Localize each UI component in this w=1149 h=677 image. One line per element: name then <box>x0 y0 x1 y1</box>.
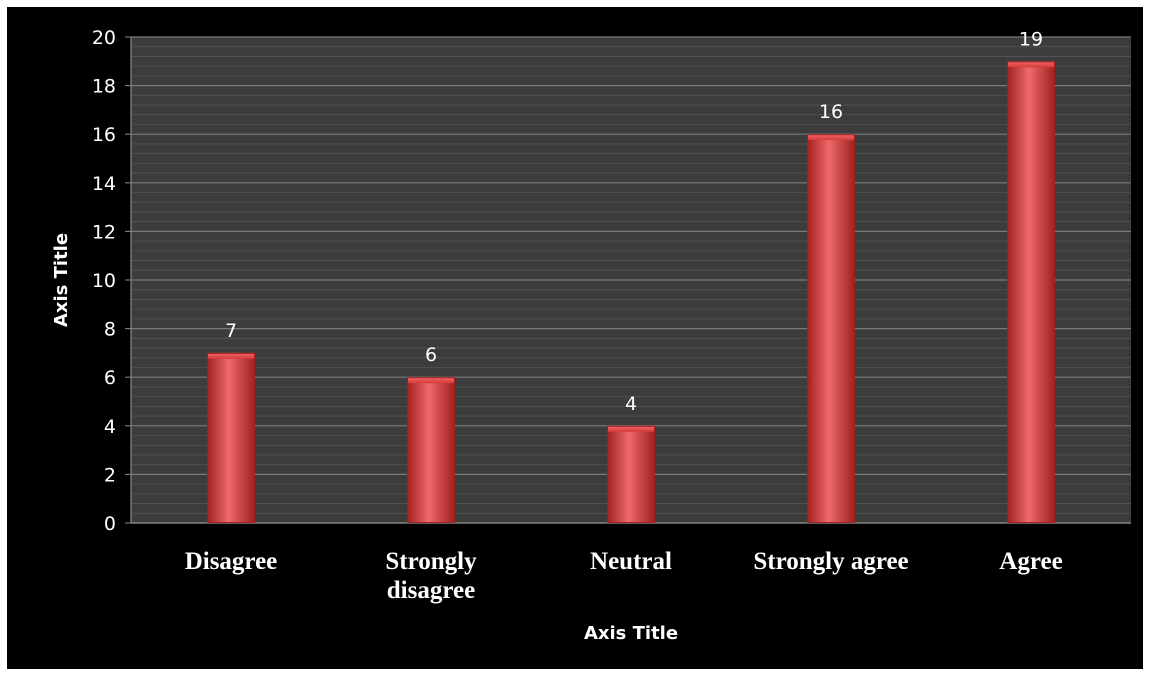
bar <box>607 425 655 523</box>
data-label: 6 <box>425 344 437 366</box>
y-tick-label: 6 <box>104 367 116 389</box>
data-label: 4 <box>625 393 637 415</box>
bar-cap <box>1007 61 1055 68</box>
bar-edge <box>407 377 455 524</box>
bar-body <box>807 134 855 523</box>
y-tick-label: 4 <box>104 416 116 438</box>
bars <box>207 61 1055 524</box>
y-tick-label: 8 <box>104 319 116 341</box>
y-tick-label: 18 <box>92 76 116 98</box>
data-label: 19 <box>1019 28 1043 50</box>
y-tick-label: 12 <box>92 221 116 243</box>
bar-cap <box>607 425 655 432</box>
labels: 0 2 4 6 8 10 12 14 16 18 20 7 Disagree 6 Strongly disag… <box>92 27 1063 604</box>
category-label: Strongly agree <box>753 548 908 575</box>
bar-edge <box>1007 61 1055 524</box>
y-tick-label: 0 <box>104 513 116 535</box>
bar <box>1007 61 1055 524</box>
chart-container: 0 2 4 6 8 10 12 14 16 18 20 7 Disagree 6 Strongly disag… <box>7 7 1143 669</box>
category-label: Neutral <box>590 548 672 575</box>
category-label: Strongly disagree <box>385 548 477 604</box>
bar-cap <box>407 377 455 384</box>
bar-chart: 0 2 4 6 8 10 12 14 16 18 20 7 Disagree 6 Strongly disag… <box>51 27 1131 644</box>
y-tick-label: 14 <box>92 173 116 195</box>
x-axis-title: Axis Title <box>584 623 678 644</box>
bar-edge <box>207 352 255 523</box>
bar-body <box>407 377 455 523</box>
bar-cap <box>207 352 255 359</box>
category-label: Disagree <box>185 548 278 575</box>
y-tick-label: 16 <box>92 124 116 146</box>
bar <box>207 352 255 523</box>
bar <box>407 377 455 524</box>
bar-edge <box>607 425 655 523</box>
bar-body <box>1007 61 1055 524</box>
category-label: Agree <box>999 548 1062 575</box>
y-tick-label: 10 <box>92 270 116 292</box>
bar-edge <box>807 134 855 523</box>
y-tick-label: 20 <box>92 27 116 49</box>
y-axis-title: Axis Title <box>51 233 72 327</box>
bar-body <box>607 425 655 523</box>
bar-cap <box>807 134 855 141</box>
data-label: 16 <box>819 101 843 123</box>
bar-body <box>207 352 255 523</box>
y-tick-label: 2 <box>104 464 116 486</box>
data-label: 7 <box>225 320 237 342</box>
bar <box>807 134 855 523</box>
